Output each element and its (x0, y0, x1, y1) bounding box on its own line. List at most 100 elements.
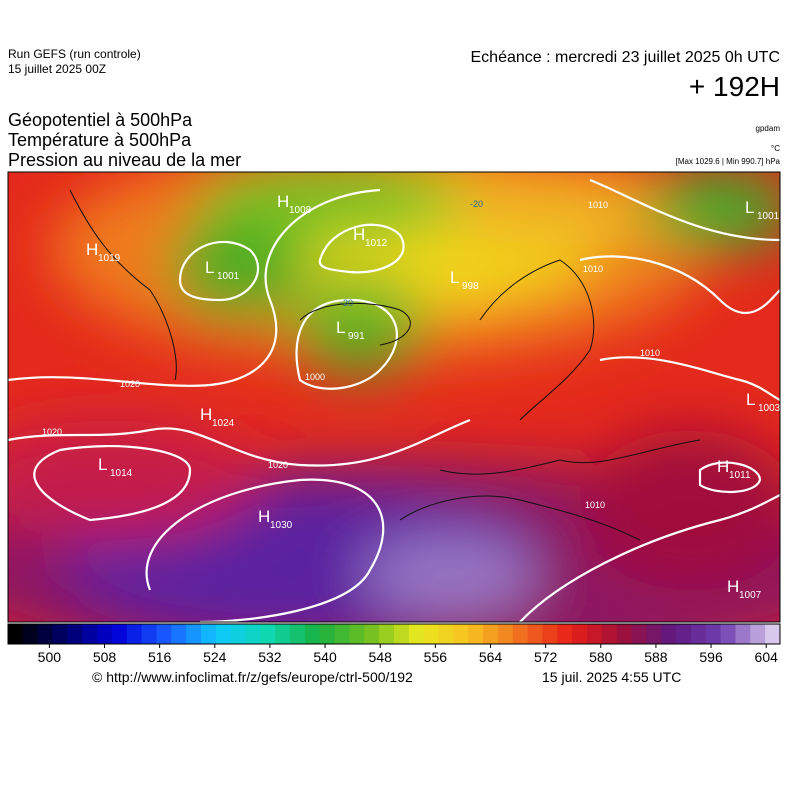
center-value: 991 (348, 331, 365, 342)
center-kind: H (258, 507, 270, 526)
colorbar-cell (334, 624, 350, 644)
colorbar-cell (8, 624, 24, 644)
contour-label: -20 (470, 199, 483, 209)
colorbar-tick-label: 532 (258, 649, 282, 665)
colorbar-cell (601, 624, 618, 644)
run: Run GEFS (run controle) (8, 47, 141, 61)
unit: gpdam (756, 124, 781, 133)
issued: 15 juil. 2025 4:55 UTC (542, 669, 681, 685)
colorbar-cell (676, 624, 692, 644)
colorbar-cell (245, 624, 261, 644)
colorbar-cell (750, 624, 766, 644)
colorbar-cell (765, 624, 781, 644)
center-kind: L (450, 268, 459, 287)
center-kind: H (717, 457, 729, 476)
colorbar-cell (304, 624, 321, 644)
colorbar-cell (349, 624, 365, 644)
colorbar-cell (97, 624, 113, 644)
colorbar-tick-label: 508 (93, 649, 117, 665)
center-value: 1012 (365, 238, 388, 249)
field (170, 210, 310, 320)
colorbar-cell (111, 624, 128, 644)
colorbar-cell (186, 624, 202, 644)
colorbar-cell (690, 624, 707, 644)
center-kind: H (200, 405, 212, 424)
colorbar-cell (483, 624, 499, 644)
colorbar-cell (82, 624, 98, 644)
colorbar-tick-label: 604 (755, 649, 779, 665)
contour-label: 1010 (585, 500, 605, 510)
title: Température à 500hPa (8, 130, 192, 150)
center-value: 1001 (217, 271, 240, 282)
center-value: 1008 (289, 205, 312, 216)
field (645, 172, 780, 250)
title: Géopotentiel à 500hPa (8, 110, 193, 130)
colorbar-cell (67, 624, 83, 644)
colorbar-cell (201, 624, 217, 644)
contour-label: 1020 (42, 427, 62, 437)
colorbar-cell (22, 624, 39, 644)
center-kind: L (98, 455, 107, 474)
colorbar-tick-label: 516 (148, 649, 172, 665)
center-kind: L (336, 318, 345, 337)
colorbar-cell (557, 624, 573, 644)
colorbar-cell (646, 624, 662, 644)
colorbar-cell (720, 624, 736, 644)
source: © http://www.infoclimat.fr/z/gefs/europe… (92, 669, 413, 685)
colorbar-tick-label: 580 (589, 649, 613, 665)
field (295, 275, 425, 375)
colorbar-cell (52, 624, 68, 644)
colorbar-cell (468, 624, 484, 644)
colorbar-tick-label: 556 (424, 649, 448, 665)
lead-time: + 192H (689, 71, 780, 102)
colorbar-cell (126, 624, 143, 644)
colorbar-cell (572, 624, 588, 644)
center-kind: L (746, 390, 755, 409)
field (360, 535, 540, 615)
isobars (8, 178, 780, 622)
center-value: 1024 (212, 418, 235, 429)
center-value: 1030 (270, 520, 293, 531)
run-date: 15 juillet 2025 00Z (8, 62, 106, 76)
colorbar-cell (587, 624, 603, 644)
colorbar-tick-label: 572 (534, 649, 558, 665)
colorbar-cell (364, 624, 380, 644)
center-value: 1007 (739, 590, 762, 601)
colorbar-tick-label: 588 (644, 649, 668, 665)
center-value: 1011 (729, 470, 751, 481)
center-kind: H (277, 192, 289, 211)
colorbar-cell (512, 624, 529, 644)
colorbar-tick-label: 540 (313, 649, 337, 665)
colorbar-cell (260, 624, 276, 644)
valid-time: Echéance : mercredi 23 juillet 2025 0h U… (471, 49, 781, 66)
colorbar-cell (497, 624, 514, 644)
field (200, 172, 460, 238)
colorbar-cell (527, 624, 543, 644)
contour-label: 1010 (588, 200, 608, 210)
center-value: 1003 (758, 403, 781, 414)
contour-label: 1020 (268, 460, 288, 470)
contour-label: 1020 (120, 379, 140, 389)
colorbar-frame (7, 623, 781, 645)
colorbar-cell (408, 624, 425, 644)
contour-label: 1000 (305, 372, 325, 382)
colorbar-cell (379, 624, 395, 644)
unit: °C (771, 144, 780, 153)
colorbar-cell (275, 624, 291, 644)
colorbar-cell (319, 624, 336, 644)
center-value: 1019 (98, 253, 121, 264)
coastlines (69, 189, 701, 541)
center-kind: H (353, 225, 365, 244)
map-frame (7, 171, 781, 623)
center-kind: L (205, 258, 214, 277)
colorbar-tick-label: 524 (203, 649, 227, 665)
field (420, 172, 700, 245)
colorbar-cell (156, 624, 172, 644)
colorbar-tick-label: 564 (479, 649, 503, 665)
colorbar-cell (37, 624, 54, 644)
unit: [Max 1029.6 | Min 990.7] hPa (676, 157, 781, 166)
colorbar-cell (141, 624, 157, 644)
contour-label: -20 (340, 298, 353, 308)
colorbar-cell (453, 624, 469, 644)
